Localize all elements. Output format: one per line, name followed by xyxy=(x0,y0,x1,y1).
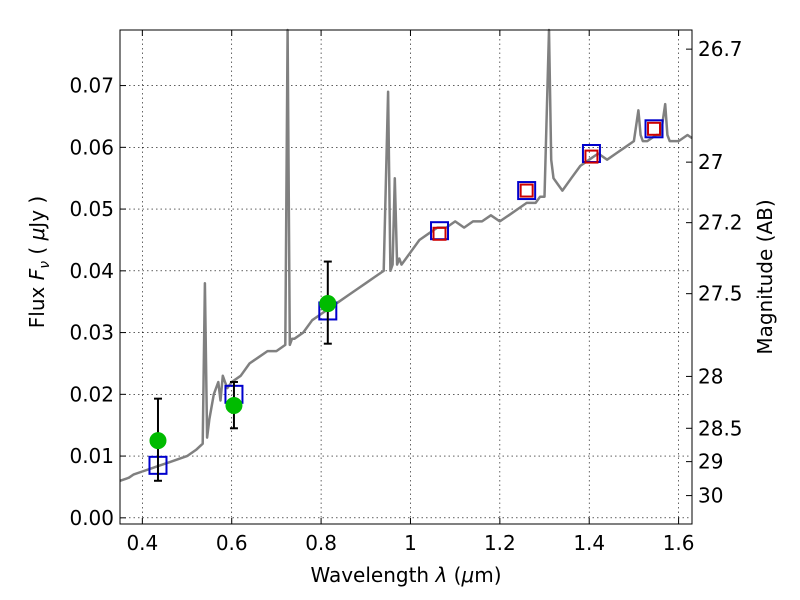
y2-tick-label: 29 xyxy=(698,450,723,474)
x-tick-label: 0.4 xyxy=(126,531,158,555)
y-tick-label: 0.06 xyxy=(69,135,114,159)
y2-tick-label: 30 xyxy=(698,484,723,508)
y2-tick-label: 26.7 xyxy=(698,37,743,61)
markers-layer xyxy=(148,119,664,482)
plot-frame xyxy=(119,29,693,525)
y-tick-label: 0.05 xyxy=(69,197,114,221)
grid-lines xyxy=(120,30,692,524)
observed-red-square xyxy=(647,121,662,136)
y2-tick-label: 28.5 xyxy=(698,416,743,440)
observed-red-square xyxy=(519,183,534,198)
spectrum-line xyxy=(119,28,693,482)
y2-tick-label: 27 xyxy=(698,150,723,174)
spectrum-layer xyxy=(119,28,693,482)
y-axis-label: Flux Fν ( μJy ) xyxy=(25,196,53,328)
x-axis-label: Wavelength λ (μm) xyxy=(310,563,501,587)
y2-axis-label: Magnitude (AB) xyxy=(753,199,777,354)
y-tick-label: 0.00 xyxy=(69,506,114,530)
y2-tick-label: 27.5 xyxy=(698,282,743,306)
observed-photometry-point xyxy=(319,295,337,313)
model-photometry-square xyxy=(517,181,537,201)
y-tick-label: 0.02 xyxy=(69,382,114,406)
x-tick-label: 0.8 xyxy=(305,531,337,555)
x-tick-label: 1.6 xyxy=(663,531,695,555)
y-tick-label: 0.03 xyxy=(69,321,114,345)
tick-marks xyxy=(120,30,692,524)
x-tick-label: 1 xyxy=(404,531,417,555)
observed-photometry-point xyxy=(225,396,243,414)
x-tick-label: 1.4 xyxy=(573,531,605,555)
y-tick-label: 0.04 xyxy=(69,259,114,283)
observed-red-square xyxy=(432,226,447,241)
model-photometry-square xyxy=(644,119,664,139)
x-tick-label: 0.6 xyxy=(216,531,248,555)
x-tick-label: 1.2 xyxy=(484,531,516,555)
observed-photometry-point xyxy=(149,432,167,450)
y-tick-label: 0.07 xyxy=(69,74,114,98)
tick-labels: 0.4 0.6 0.8 1 1.2 1.4 1.6 0.00 0.01 0.02 0.03 0.04 0… xyxy=(69,37,742,555)
y2-tick-label: 28 xyxy=(698,364,723,388)
observed-red-square xyxy=(584,149,599,164)
y2-tick-label: 27.2 xyxy=(698,211,743,235)
y-tick-label: 0.01 xyxy=(69,444,114,468)
